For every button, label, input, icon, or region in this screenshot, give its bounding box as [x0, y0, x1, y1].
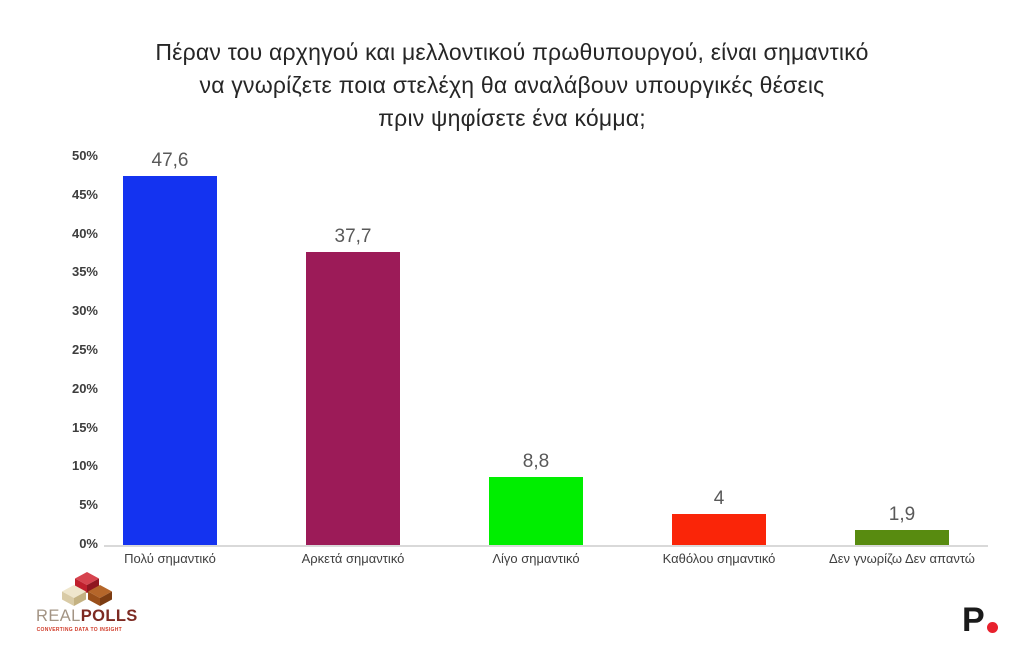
y-axis-tick-label: 20%: [71, 380, 98, 396]
x-axis-baseline: [104, 545, 988, 547]
chart-title-line-2: να γνωρίζετε ποια στελέχη θα αναλάβουν υ…: [199, 72, 825, 98]
bar-5: [855, 530, 949, 545]
bar-value-label: 8,8: [522, 450, 550, 472]
y-axis-tick-label: 50%: [71, 148, 98, 163]
bar-3: [489, 476, 583, 545]
publisher-logo: P: [962, 603, 998, 637]
x-axis-category-label: Καθόλου σημαντικό: [662, 551, 776, 566]
x-axis-category-label: Λίγο σημαντικό: [492, 551, 580, 566]
publisher-letter: P: [962, 601, 985, 639]
y-axis-tick-label: 0%: [79, 536, 98, 551]
bar-4: [672, 513, 766, 545]
y-axis-tick-label: 30%: [71, 303, 98, 319]
x-axis-category-label: Πολύ σημαντικό: [124, 551, 216, 566]
y-axis-tick-label: 40%: [71, 225, 98, 241]
x-axis-category-label: Αρκετά σημαντικό: [301, 551, 405, 566]
chart-title-line-3: πριν ψηφίσετε ένα κόμμα;: [378, 105, 646, 131]
bar-2: [306, 252, 400, 545]
y-axis-tick-label: 5%: [79, 497, 98, 513]
y-axis-tick-label: 25%: [71, 342, 98, 357]
realpolls-tagline: CONVERTING DATA TO INSIGHT: [36, 627, 122, 633]
bar-value-label: 1,9: [888, 504, 916, 526]
bar-value-label: 47,6: [151, 149, 189, 171]
y-axis-tick-label: 35%: [71, 264, 98, 280]
chart-title-line-1: Πέραν του αρχηγού και μελλοντικού πρωθυπ…: [155, 39, 869, 65]
x-axis-category-label: Δεν γνωρίζω Δεν απαντώ: [829, 551, 975, 566]
realpolls-logo: REALPOLLS CONVERTING DATA TO INSIGHT: [36, 572, 156, 633]
realpolls-word-polls: POLLS: [80, 607, 138, 625]
y-axis-tick-label: 15%: [71, 419, 98, 435]
realpolls-cubes-icon: [62, 572, 112, 606]
publisher-red-dot-icon: [986, 622, 998, 633]
y-axis-tick-label: 10%: [71, 458, 98, 474]
chart-title: Πέραν του αρχηγού και μελλοντικού πρωθυπ…: [50, 36, 974, 135]
bar-1: [123, 175, 217, 545]
y-axis-tick-label: 45%: [71, 186, 98, 202]
realpolls-word-real: REAL: [36, 607, 81, 625]
bar-value-label: 4: [713, 487, 725, 509]
bar-value-label: 37,7: [334, 226, 372, 248]
realpolls-wordmark: REALPOLLS: [36, 607, 156, 626]
